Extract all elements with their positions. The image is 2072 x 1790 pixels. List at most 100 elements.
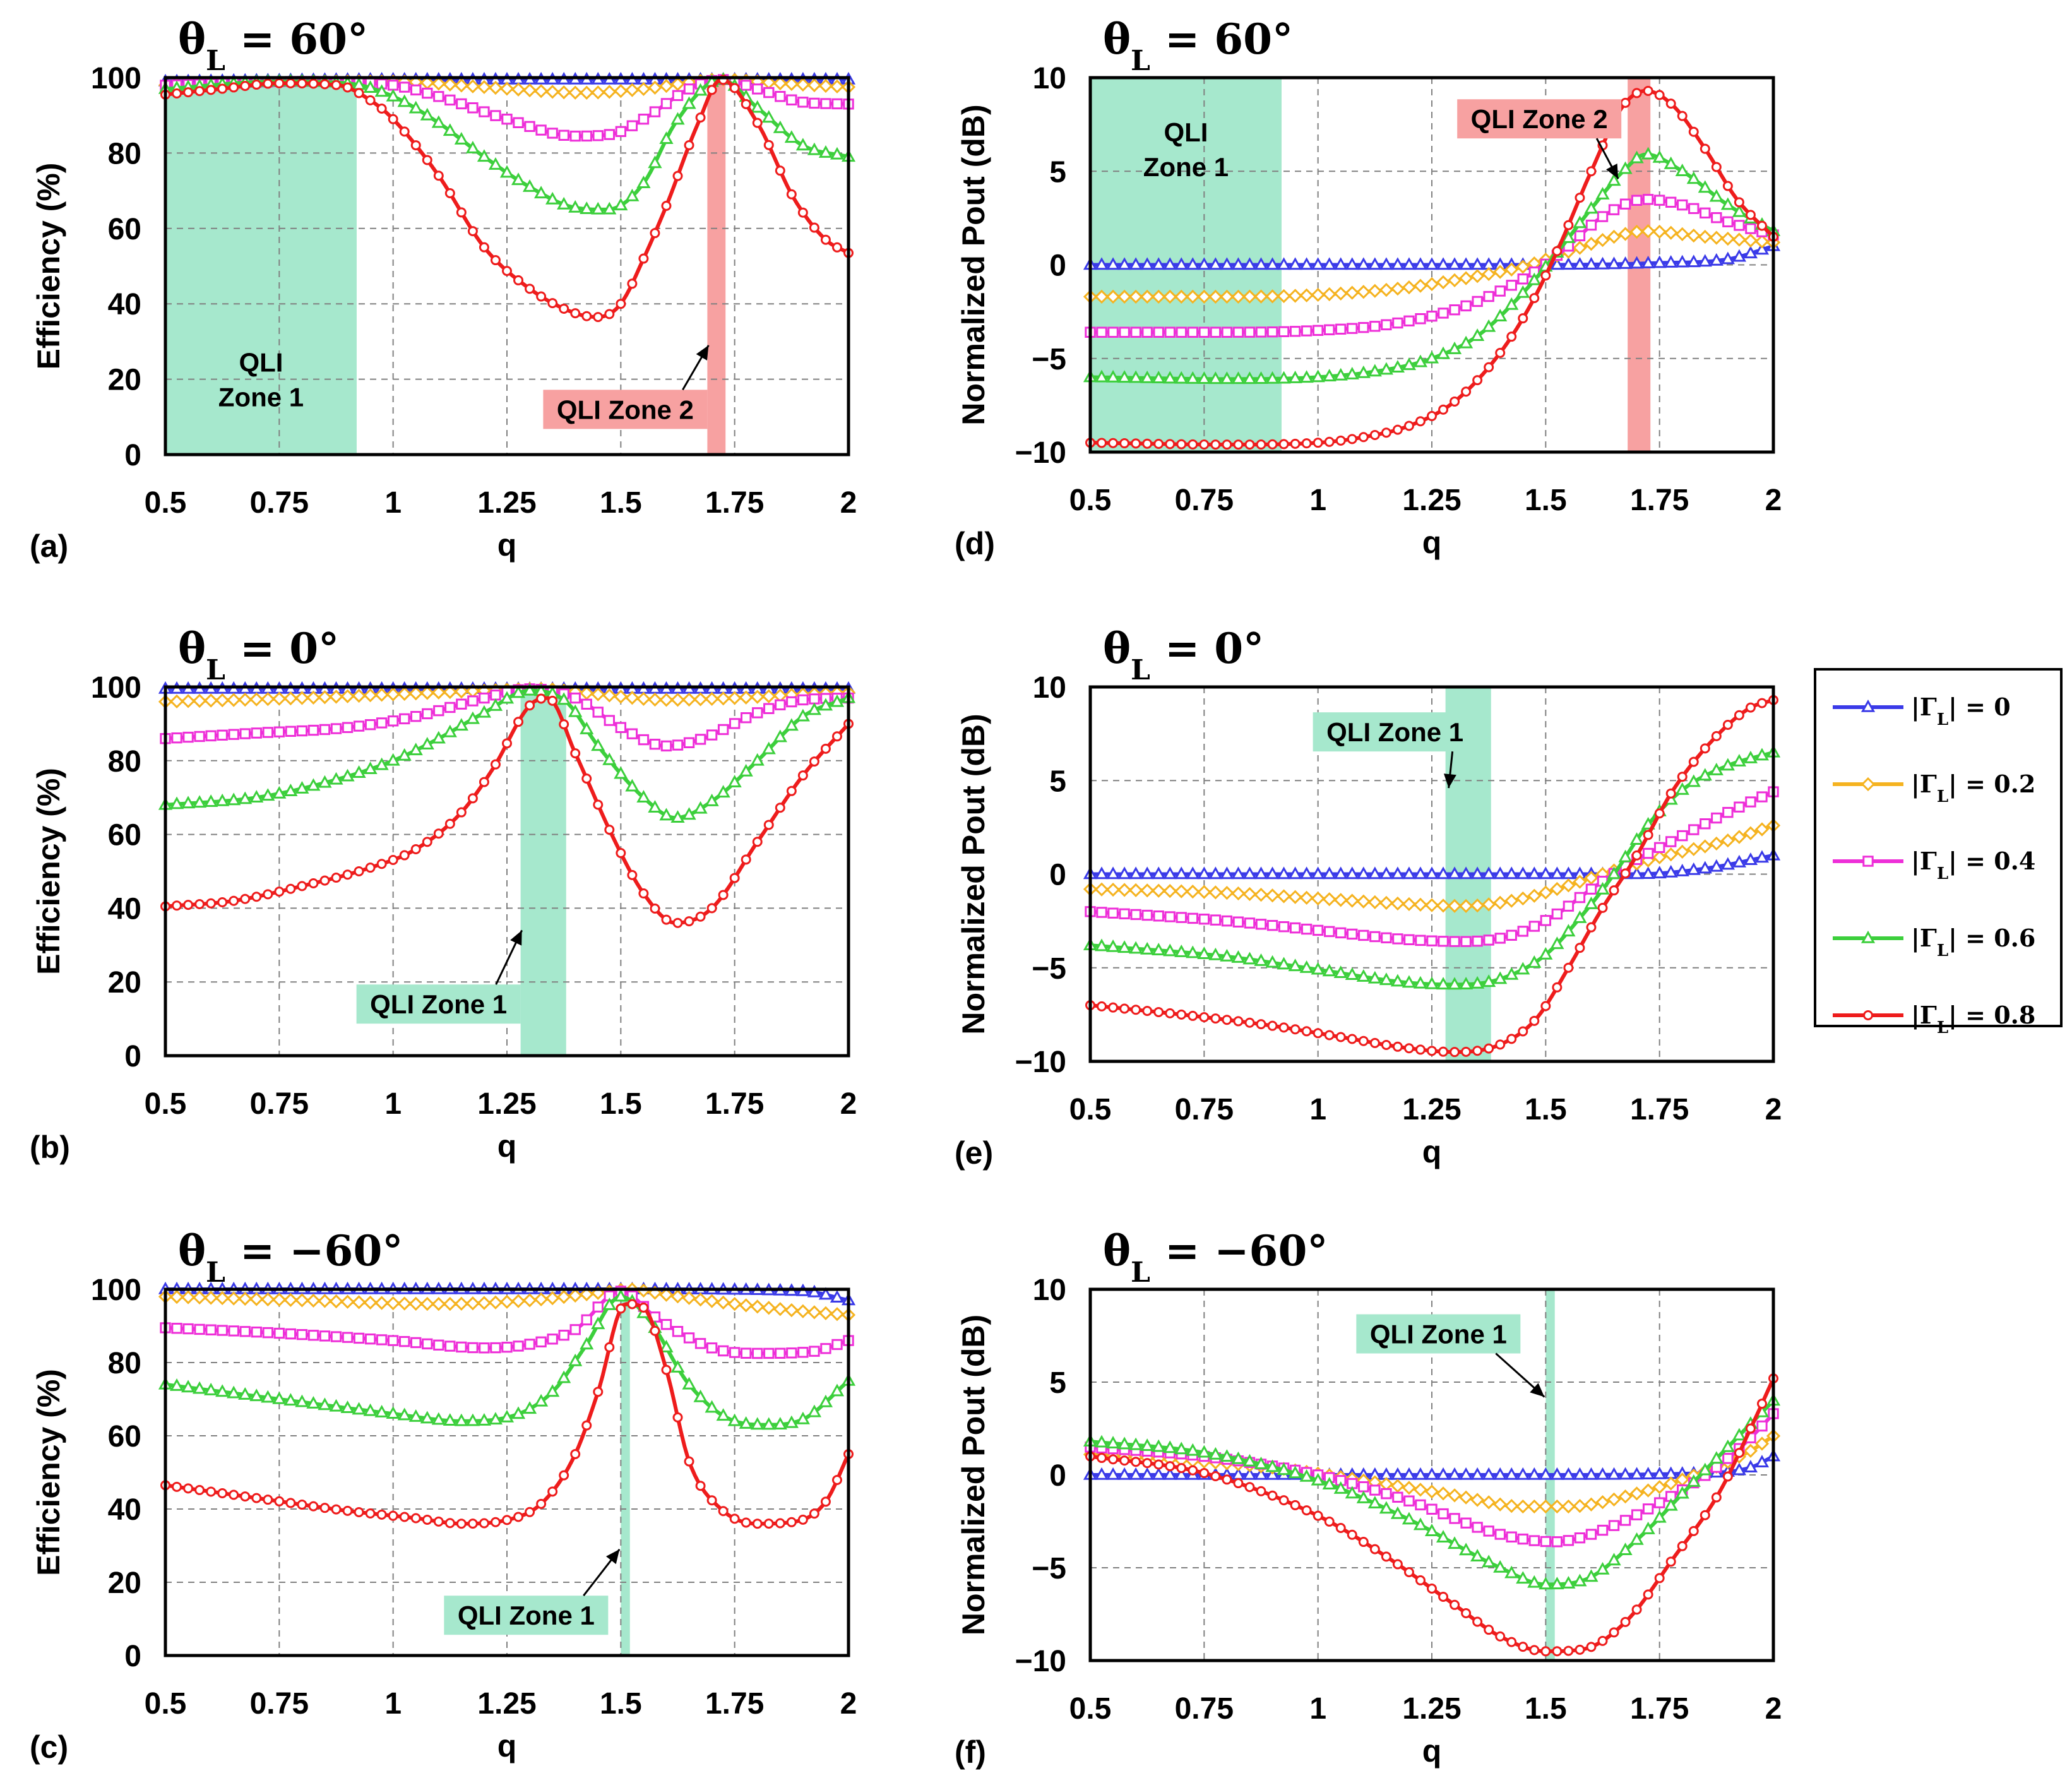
- data-point: [1483, 1525, 1494, 1537]
- data-point: [1402, 866, 1417, 880]
- data-point: [1675, 844, 1689, 859]
- data-point: [1654, 808, 1665, 819]
- data-point: [1472, 935, 1483, 947]
- x-axis-label: q: [1422, 1733, 1442, 1769]
- data-point: [569, 130, 581, 142]
- data-point: [547, 1334, 558, 1345]
- zone-arrow-head: [1606, 163, 1619, 179]
- data-point: [1436, 866, 1451, 880]
- data-point: [1265, 371, 1280, 384]
- data-point: [786, 785, 797, 796]
- x-tick-label: 1.75: [1630, 484, 1689, 517]
- data-point: [525, 700, 535, 711]
- data-point: [1504, 297, 1519, 310]
- data-point: [1698, 254, 1712, 267]
- data-point: [1584, 1467, 1599, 1480]
- qli-zone-band: [520, 687, 566, 1056]
- data-point: [1390, 1479, 1405, 1493]
- data-point: [1550, 936, 1564, 950]
- data-point: [763, 140, 774, 150]
- legend-label: |ΓL| = 0.4: [1911, 847, 2035, 883]
- data-point: [1447, 342, 1462, 354]
- data-point: [1552, 1646, 1563, 1657]
- data-point: [1585, 1529, 1597, 1540]
- data-point: [1278, 1495, 1289, 1506]
- data-point: [1516, 962, 1530, 975]
- data-point: [830, 1307, 845, 1322]
- data-point: [408, 743, 423, 756]
- data-point: [1722, 181, 1733, 191]
- data-point: [479, 692, 490, 704]
- data-point: [1686, 171, 1701, 184]
- data-point: [717, 724, 729, 736]
- data-point: [1107, 326, 1119, 338]
- data-point: [308, 878, 319, 889]
- data-point: [262, 1327, 273, 1339]
- data-point: [444, 94, 456, 106]
- data-point: [1743, 826, 1758, 840]
- data-point: [1529, 293, 1540, 304]
- data-point: [477, 1412, 492, 1426]
- data-point: [1208, 257, 1223, 270]
- data-point: [1516, 1499, 1530, 1514]
- data-point: [342, 1505, 353, 1516]
- data-point: [479, 106, 490, 117]
- data-point: [1641, 224, 1655, 239]
- data-point: [820, 743, 831, 754]
- data-point: [797, 207, 808, 218]
- data-point: [727, 1413, 742, 1426]
- data-point: [1117, 1467, 1132, 1480]
- data-point: [1210, 326, 1222, 338]
- data-point: [670, 77, 685, 92]
- data-point: [1402, 1467, 1417, 1480]
- data-point: [490, 110, 501, 121]
- data-point: [727, 1297, 742, 1311]
- data-point: [1573, 1573, 1587, 1587]
- data-point: [1231, 289, 1246, 304]
- y-tick-label: 0: [124, 1640, 141, 1673]
- x-tick-label: 1.25: [477, 486, 536, 520]
- data-point: [1119, 438, 1130, 449]
- data-point: [557, 85, 571, 100]
- data-point: [1641, 866, 1655, 879]
- data-point: [1094, 1435, 1109, 1448]
- y-tick-label: 0: [124, 439, 141, 472]
- data-point: [228, 729, 239, 740]
- x-tick-label: 0.5: [145, 486, 187, 520]
- data-point: [1174, 257, 1189, 270]
- data-point: [249, 1388, 264, 1402]
- data-point: [739, 763, 753, 777]
- data-point: [568, 1288, 583, 1303]
- zone-annotation-box: [356, 984, 521, 1024]
- data-point: [1540, 1646, 1551, 1657]
- data-point: [181, 1380, 196, 1393]
- data-point: [1415, 416, 1426, 427]
- data-point: [1197, 289, 1212, 304]
- data-point: [1163, 943, 1177, 957]
- data-point: [660, 1318, 672, 1330]
- data-point: [1210, 439, 1221, 450]
- data-point: [1131, 1005, 1141, 1015]
- data-point: [581, 130, 592, 142]
- data-point: [1220, 371, 1234, 385]
- legend-swatch-marker: [1861, 930, 1876, 943]
- data-point: [488, 80, 503, 95]
- legend-item-r0: |ΓL| = 0: [1833, 693, 2011, 729]
- data-point: [1379, 1477, 1393, 1491]
- data-point: [659, 1287, 674, 1302]
- data-point: [408, 100, 423, 114]
- data-point: [1322, 369, 1337, 381]
- y-tick-label: 20: [108, 966, 141, 999]
- data-point: [638, 253, 649, 264]
- data-point: [670, 693, 685, 707]
- panel-label: (c): [30, 1729, 68, 1765]
- data-point: [581, 1420, 592, 1431]
- data-point: [1482, 1495, 1496, 1510]
- data-point: [1675, 164, 1689, 177]
- data-point: [306, 690, 321, 705]
- data-point: [181, 796, 196, 809]
- data-point: [533, 1292, 549, 1307]
- data-point: [1256, 1019, 1266, 1030]
- data-point: [477, 1296, 492, 1310]
- series-r06: [158, 1289, 856, 1430]
